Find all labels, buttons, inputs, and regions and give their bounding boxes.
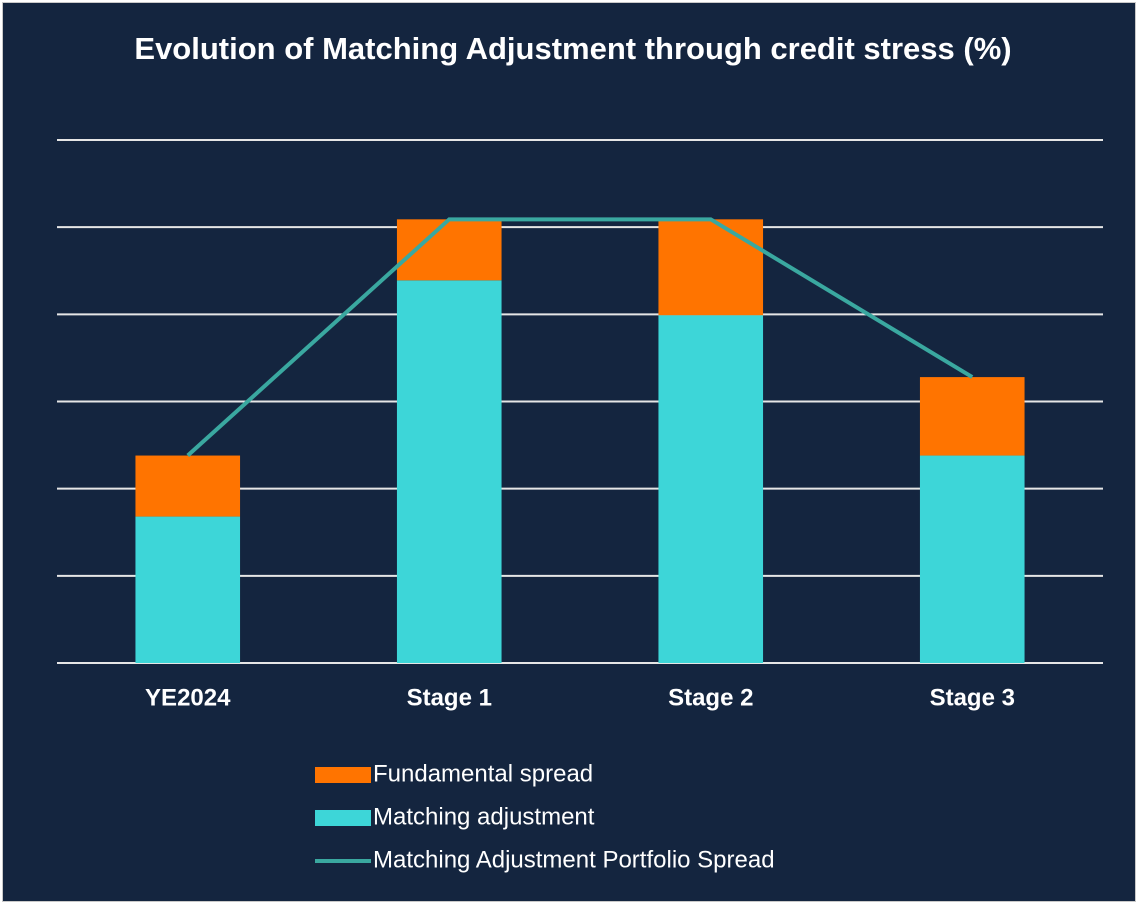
legend-label: Matching adjustment <box>373 803 595 830</box>
x-tick-label: Stage 1 <box>407 684 492 711</box>
legend-label: Matching Adjustment Portfolio Spread <box>373 846 775 873</box>
legend-swatch <box>315 810 371 826</box>
chart: YE2024 Stage 1 Stage 2 Stage 3 Fundamental s… <box>57 139 1103 873</box>
bar-segment <box>658 219 764 316</box>
legend-label: Fundamental spread <box>373 760 593 787</box>
x-tick-label: Stage 2 <box>668 684 753 711</box>
bar-segment <box>658 315 764 663</box>
x-tick-label: YE2024 <box>145 684 231 711</box>
bar-segment <box>396 280 502 663</box>
x-tick-label: Stage 3 <box>930 684 1015 711</box>
line-series <box>186 217 974 458</box>
bar-segment <box>919 377 1025 456</box>
bar-segment <box>135 516 241 663</box>
bar-segment <box>919 455 1025 663</box>
chart-title: Evolution of Matching Adjustment through… <box>134 31 1012 66</box>
bar-segment <box>135 455 241 517</box>
legend-swatch <box>315 767 371 783</box>
